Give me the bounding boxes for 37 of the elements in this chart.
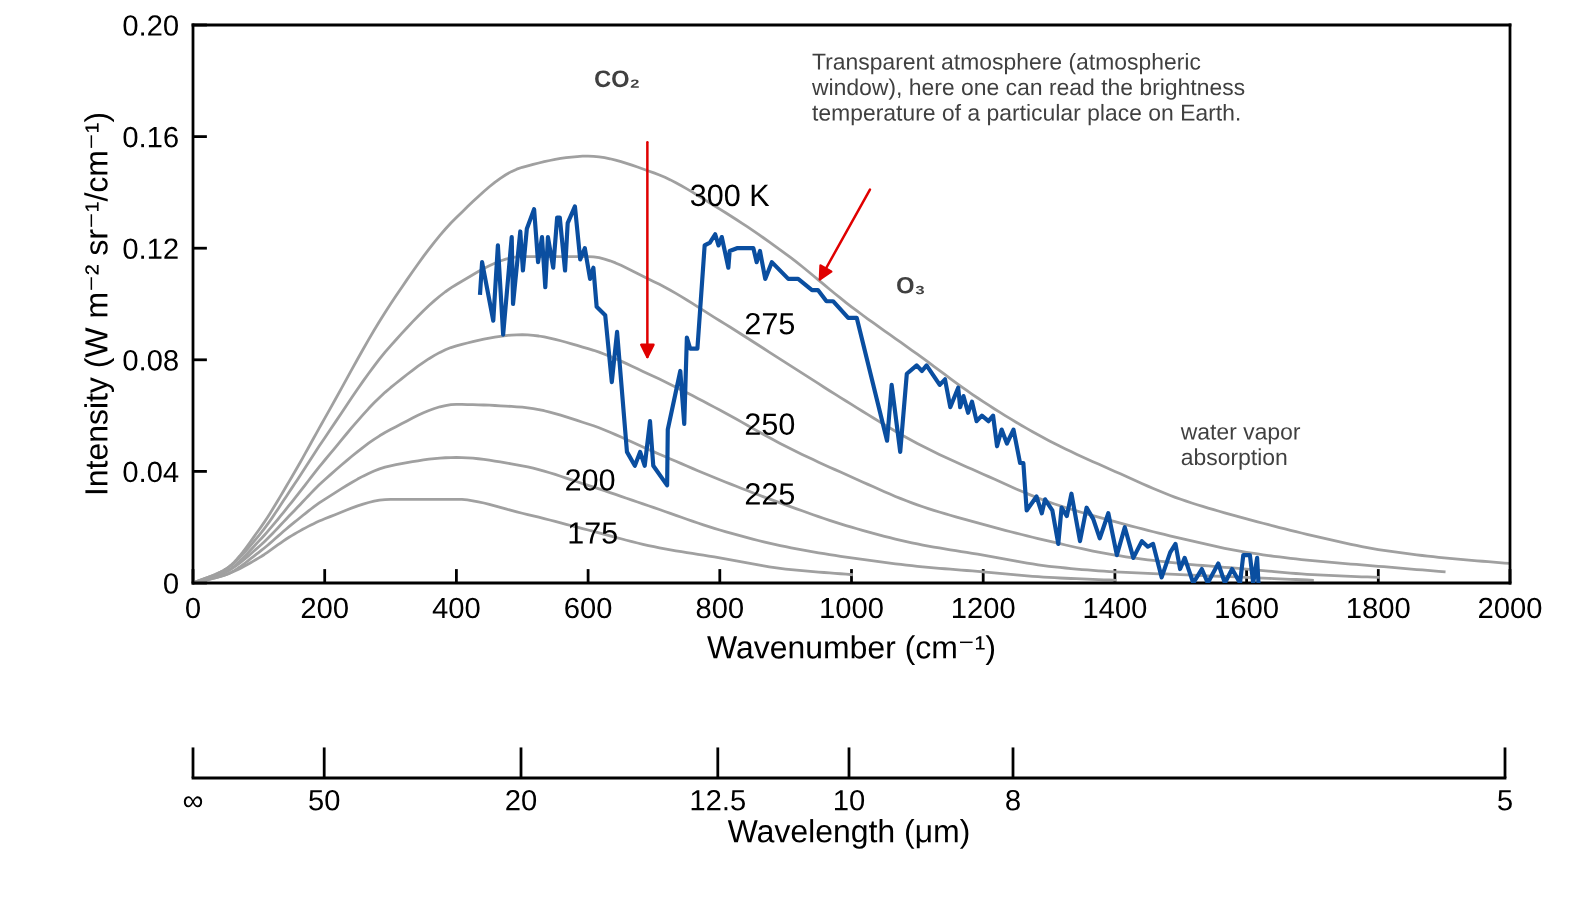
x-tick-label: 1800 bbox=[1348, 597, 1410, 619]
x-tick-label: 2000 bbox=[1479, 597, 1542, 619]
text: 20 bbox=[506, 789, 537, 811]
y-tick-label: 0.08 bbox=[123, 350, 178, 371]
series-label: 200 bbox=[566, 469, 615, 491]
annotation: CO₂ bbox=[595, 70, 639, 88]
x-tick-label: 1600 bbox=[1216, 597, 1278, 619]
series-label: 175 bbox=[569, 522, 617, 544]
y-tick-label: 0.04 bbox=[123, 461, 179, 483]
x-tick-label: 1200 bbox=[952, 597, 1015, 619]
x-tick-label: 1400 bbox=[1084, 597, 1147, 619]
y-tick-label: 0.16 bbox=[123, 126, 178, 148]
x2-axis-title: Wavelength (μm) bbox=[727, 819, 969, 849]
y-tick-label: 0.20 bbox=[123, 15, 178, 36]
annotation: Transparent atmosphere (atmospheric window), here one can read the brightness temperature of a particular place on Earth. bbox=[811, 52, 1245, 126]
x-tick-label: 0 bbox=[186, 597, 200, 619]
series-label: 300 K bbox=[690, 184, 770, 207]
x-axis-title: Wavenumber (cm⁻¹) bbox=[707, 635, 995, 665]
y-tick-label: 0.12 bbox=[123, 238, 178, 260]
text: 50 bbox=[309, 789, 340, 811]
text: 5 bbox=[1498, 790, 1512, 811]
text: 8 bbox=[1006, 789, 1020, 811]
y-axis-title: Intensity (W m⁻² sr⁻¹/cm⁻¹) bbox=[84, 113, 115, 494]
text: ∞ bbox=[183, 796, 203, 808]
x-tick-label: 200 bbox=[301, 597, 348, 619]
series-label: 250 bbox=[745, 413, 795, 435]
x-tick-label: 600 bbox=[565, 597, 612, 619]
series-label: 225 bbox=[745, 483, 795, 505]
annotation: water vapor absorption bbox=[1180, 424, 1301, 470]
text: 12.5 bbox=[691, 789, 745, 811]
x-tick-label: 800 bbox=[696, 597, 743, 619]
y-tick-label: 0 bbox=[164, 573, 178, 594]
series-label: 275 bbox=[745, 312, 795, 335]
text: 10 bbox=[835, 789, 865, 811]
x-tick-label: 400 bbox=[432, 597, 480, 619]
annotation: O₃ bbox=[897, 276, 925, 295]
x-tick-label: 1000 bbox=[821, 597, 883, 619]
